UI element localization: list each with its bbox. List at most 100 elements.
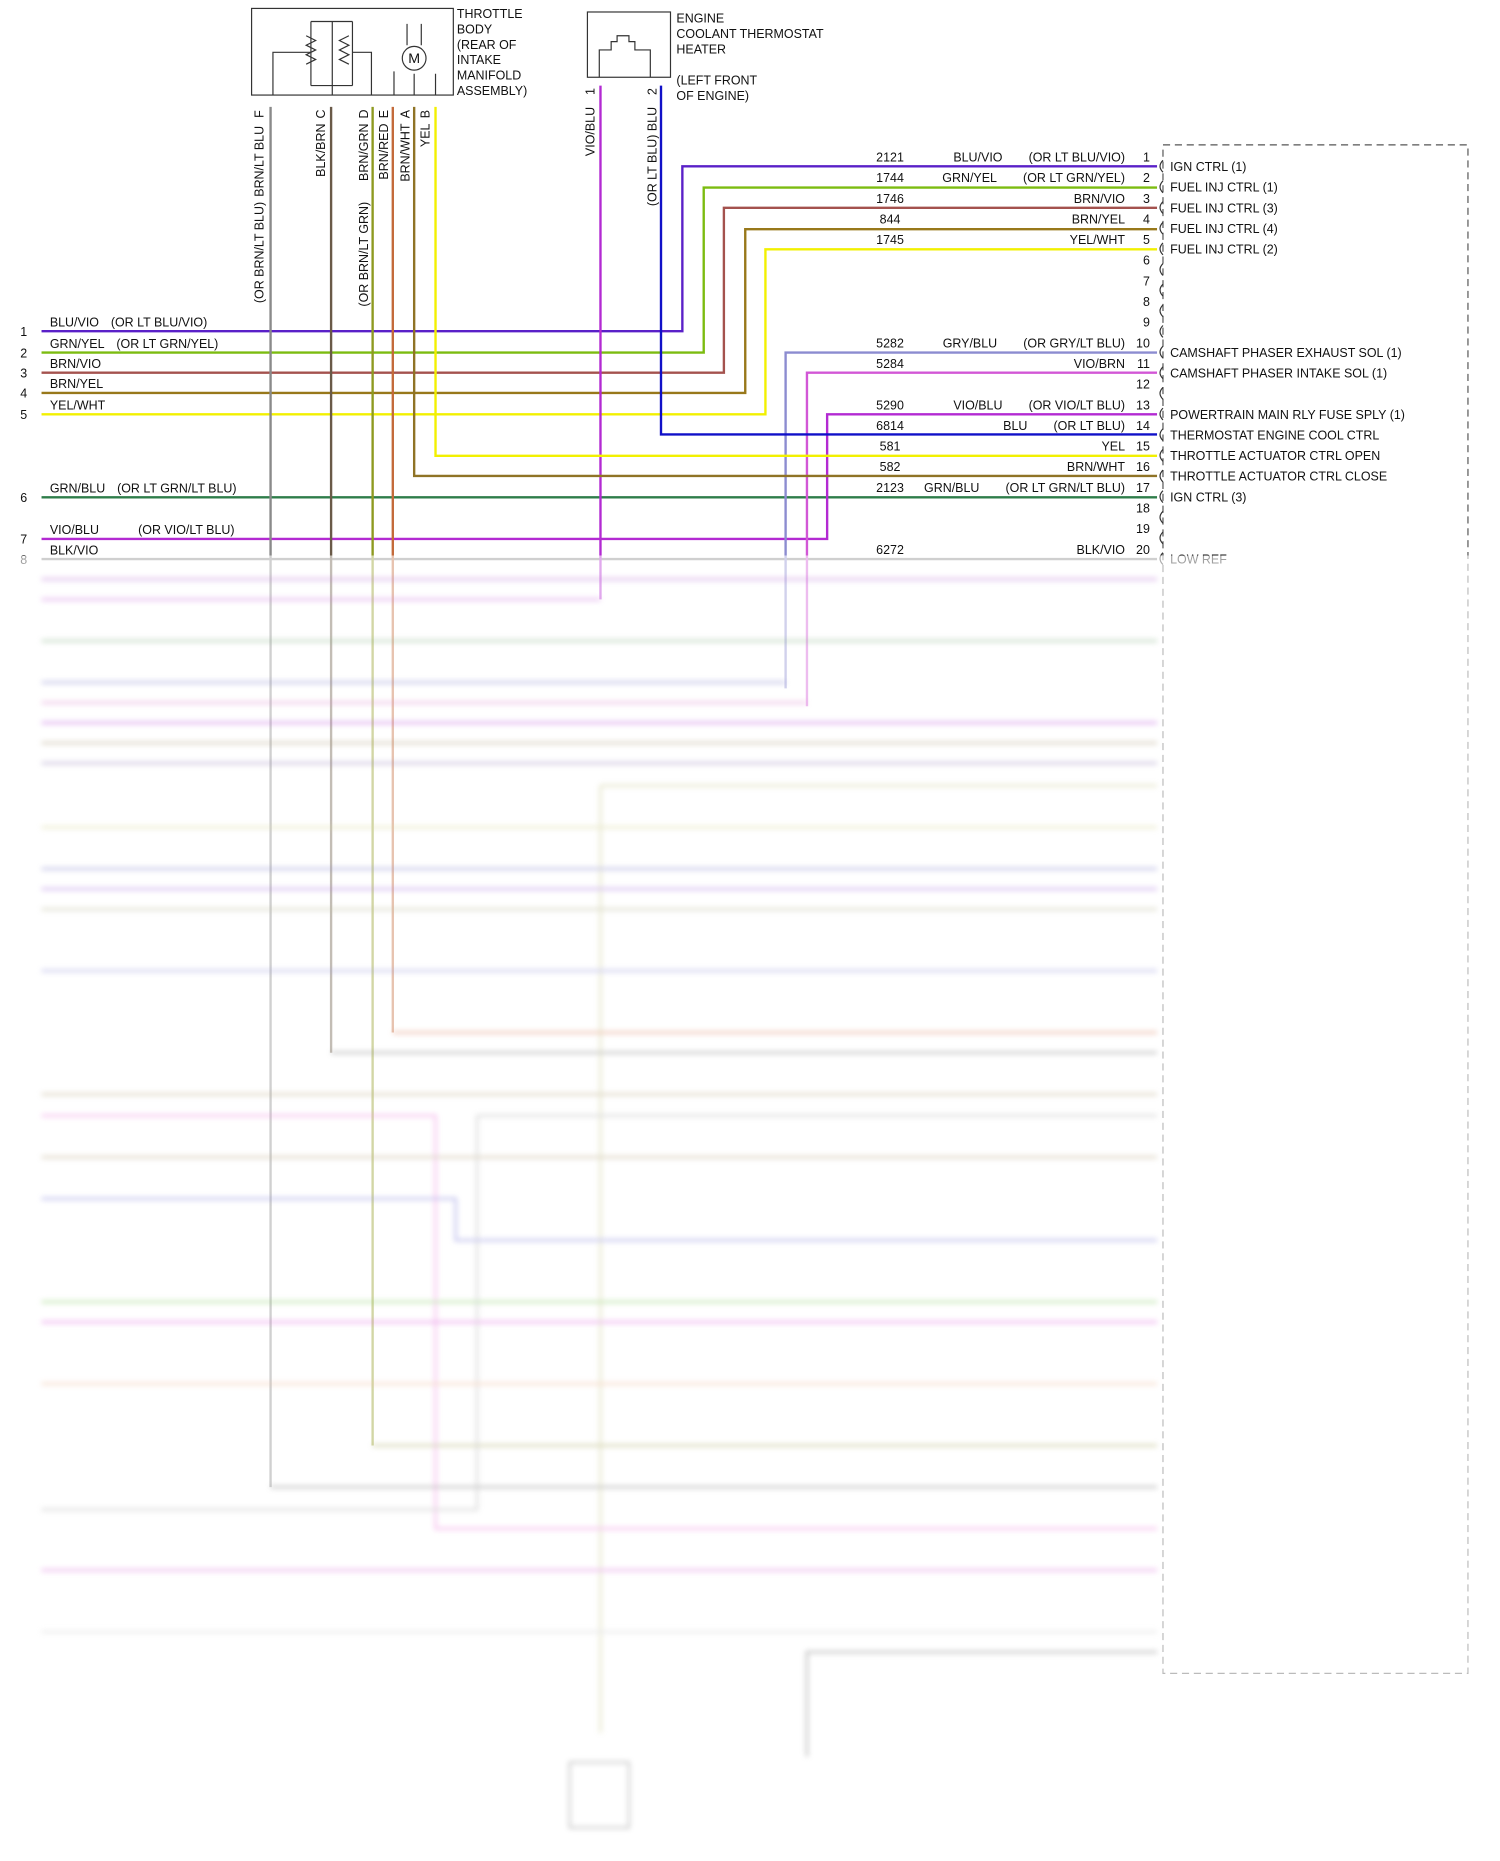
component-label: MANIFOLD: [457, 69, 521, 83]
connector-terminal: [1159, 345, 1164, 359]
wire-label: BRN/WHT: [1067, 460, 1125, 474]
component-label: COOLANT THERMOSTAT: [676, 27, 824, 41]
thermostat-heater-box: [586, 11, 672, 78]
circuit-number: 582: [880, 460, 901, 474]
connector-terminal: [1159, 242, 1164, 256]
throttle-body-box: [250, 7, 454, 96]
wire-label: GRN/BLU: [50, 482, 105, 496]
component-label: BODY: [457, 22, 493, 36]
wire-label: YEL: [1101, 440, 1125, 454]
wire: [41, 248, 1158, 416]
wire: [434, 106, 1158, 458]
connector-terminal: [1159, 263, 1164, 276]
wire-alt-label: (OR VIO/LT BLU): [138, 523, 234, 537]
wire-label: BRN/VIO: [1074, 192, 1126, 206]
wire-label: BLK/VIO: [50, 543, 99, 557]
component-label: ENGINE: [676, 12, 724, 26]
wire-alt-label: (OR LT BLU): [1053, 419, 1125, 433]
connector-terminal: [1159, 180, 1164, 194]
wire-label: GRN/BLU: [924, 481, 979, 495]
circuit-function: THROTTLE ACTUATOR CTRL OPEN: [1170, 449, 1380, 463]
wire-alt-label: (OR VIO/LT BLU): [1029, 398, 1125, 412]
wire: [41, 206, 1158, 374]
wire-alt-label: (OR GRY/LT BLU): [1023, 336, 1125, 350]
connector-terminal: [1159, 490, 1164, 503]
motor-label: M: [408, 51, 420, 67]
circuit-function: CAMSHAFT PHASER INTAKE SOL (1): [1170, 366, 1387, 380]
connector-terminal: [1159, 159, 1164, 173]
connector-terminal: [1159, 407, 1164, 421]
wire-label: BLU/VIO: [50, 315, 99, 329]
pin-number: 7: [20, 533, 27, 547]
connector-terminal: [1159, 510, 1164, 524]
wire-label: VIO/BLU: [953, 398, 1002, 412]
pin-letter: F: [252, 110, 266, 118]
connector-terminal: [1159, 428, 1164, 442]
component-location: (LEFT FRONT: [676, 73, 757, 87]
component-location: OF ENGINE): [676, 89, 749, 103]
wire-label: GRY/BLU: [943, 336, 997, 350]
connector-terminal: [1159, 366, 1164, 380]
pin-number: 10: [1136, 336, 1150, 350]
connector-terminal: [1159, 387, 1164, 400]
pin-number: 2: [645, 88, 659, 95]
pin-number: 20: [1136, 543, 1150, 557]
pin-number: 8: [1143, 295, 1150, 309]
pin-number: 18: [1136, 502, 1150, 516]
circuit-function: CAMSHAFT PHASER EXHAUST SOL (1): [1170, 346, 1402, 360]
circuit-number: 5284: [876, 357, 904, 371]
circuit-number: 844: [880, 212, 901, 226]
wire-label: BRN/YEL: [1072, 212, 1125, 226]
wire-label: BRN/WHT: [398, 123, 412, 181]
connector-terminal: [1159, 221, 1164, 235]
wire-label: BRN/GRN: [357, 124, 371, 181]
pin-number: 17: [1136, 481, 1150, 495]
pin-number: 15: [1136, 440, 1150, 454]
connector-terminal: [1159, 201, 1164, 214]
pin-number: 1: [20, 325, 27, 339]
wire-alt-label: (OR LT GRN/LT BLU): [1006, 481, 1125, 495]
wire: [412, 106, 1158, 478]
wire-label: BLK/VIO: [1077, 543, 1126, 557]
wire-label: BRN/VIO: [50, 357, 102, 371]
circuit-function: IGN CTRL (3): [1170, 490, 1246, 504]
component-label: HEATER: [676, 43, 726, 57]
pin-number: 4: [1143, 212, 1150, 226]
wire-label: VIO/BLU: [50, 523, 99, 537]
circuit-function: FUEL INJ CTRL (1): [1170, 181, 1278, 195]
circuit-function: POWERTRAIN MAIN RLY FUSE SPLY (1): [1170, 408, 1405, 422]
wire-alt-label: (OR BRN/LT GRN): [357, 202, 371, 307]
circuit-function: THERMOSTAT ENGINE COOL CTRL: [1170, 428, 1379, 442]
circuit-number: 1745: [876, 233, 904, 247]
pin-letter: B: [419, 110, 433, 118]
wire-label: (OR LT BLU) BLU: [645, 107, 659, 206]
wire-alt-label: (OR LT BLU/VIO): [111, 315, 207, 329]
wire-label: BLU/VIO: [953, 151, 1002, 165]
circuit-function: FUEL INJ CTRL (2): [1170, 243, 1278, 257]
circuit-number: 6272: [876, 543, 904, 557]
pin-number: 6: [1143, 254, 1150, 268]
pin-number: 5: [20, 408, 27, 422]
pin-number: 6: [20, 491, 27, 505]
connector-terminal: [1159, 283, 1164, 297]
pin-number: 3: [1143, 192, 1150, 206]
pin-number: 13: [1136, 398, 1150, 412]
pin-number: 19: [1136, 522, 1150, 536]
wire-label: VIO/BLU: [584, 107, 598, 156]
pin-number: 3: [20, 366, 27, 380]
connector-terminal: [1159, 325, 1164, 338]
pin-number: 16: [1136, 460, 1150, 474]
pin-number: 7: [1143, 274, 1150, 288]
pin-number: 14: [1136, 419, 1150, 433]
wire: [41, 165, 1158, 333]
circuit-number: 5290: [876, 398, 904, 412]
circuit-function: FUEL INJ CTRL (4): [1170, 222, 1278, 236]
wire-label: YEL: [419, 123, 433, 147]
pin-number: 5: [1143, 233, 1150, 247]
wire-label: BLU: [1003, 419, 1027, 433]
heater-element: [598, 35, 651, 78]
circuit-number: 2121: [876, 151, 904, 165]
